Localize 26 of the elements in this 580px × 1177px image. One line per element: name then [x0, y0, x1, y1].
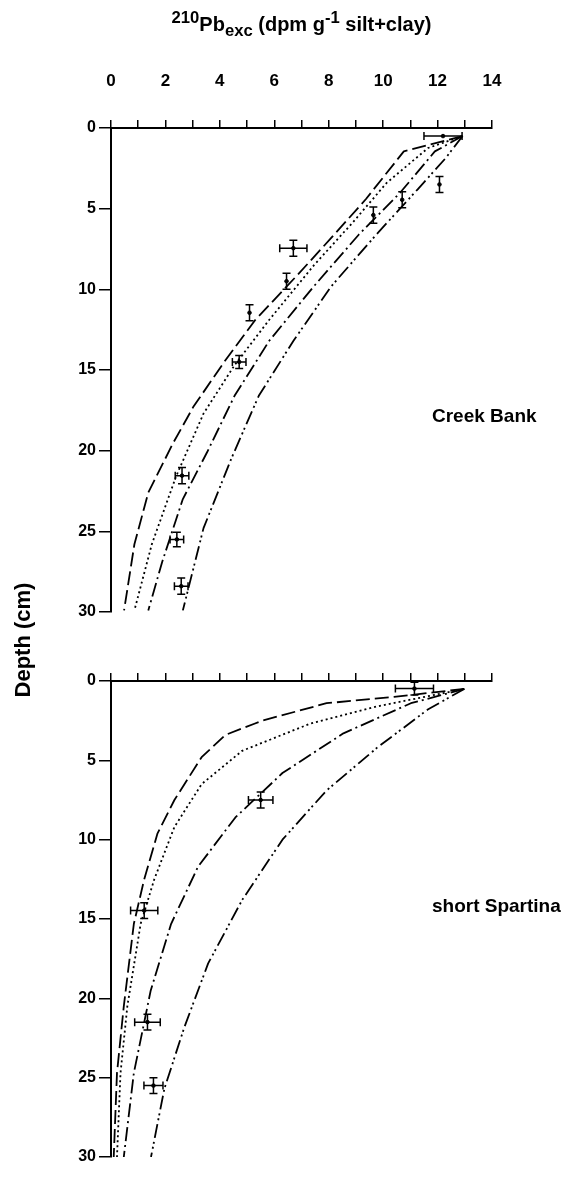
x-tick-label: 12: [428, 71, 448, 91]
annotation: short Spartina: [432, 895, 561, 917]
y-tick-label: 10: [78, 279, 97, 297]
y-tick-label: 0: [87, 671, 97, 689]
x-tick-label: 8: [323, 71, 334, 91]
y-tick-label: 20: [78, 441, 97, 459]
x-tick-label: 14: [482, 71, 502, 91]
y-tick-label: 10: [78, 830, 97, 848]
y-tick-label: 15: [78, 909, 97, 927]
y-tick-label: 20: [78, 988, 97, 1006]
y-tick-label: 5: [87, 750, 97, 768]
x-tick-label: 2: [160, 71, 171, 91]
y-tick-label: 25: [78, 1068, 97, 1086]
x-tick-label: 0: [106, 71, 116, 91]
x-tick-label: 6: [269, 71, 280, 91]
annotation: Creek Bank: [432, 405, 537, 427]
x-tick-label: 4: [215, 71, 226, 91]
y-tick-label: 30: [78, 1147, 97, 1165]
x-axis-title: $^{210}$Pb$_{exc}$ (dpm g$^{-1}$ silt+clay): [170, 8, 433, 41]
y-tick-label: 5: [87, 199, 97, 217]
y-tick-label: 0: [87, 118, 97, 136]
y-tick-label: 30: [78, 602, 97, 620]
y-tick-label: 15: [78, 360, 97, 378]
y-axis-title: Depth (cm): [10, 582, 36, 698]
x-tick-label: 10: [373, 71, 393, 91]
y-tick-label: 25: [78, 521, 97, 539]
